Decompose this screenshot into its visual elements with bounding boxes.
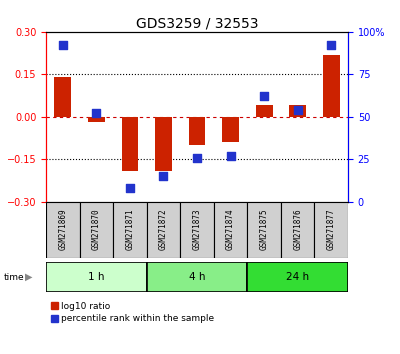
Point [227,153,234,159]
Bar [314,202,348,258]
Point [294,107,301,113]
Legend: log10 ratio, percentile rank within the sample: log10 ratio, percentile rank within the … [50,302,214,324]
Text: GSM271870: GSM271870 [92,208,101,250]
Bar [189,117,205,145]
Bar [256,105,272,117]
Text: GSM271876: GSM271876 [293,208,302,250]
Bar [214,202,247,258]
Bar [247,262,348,292]
Bar [54,77,71,117]
Bar [122,117,138,171]
Text: GSM271874: GSM271874 [226,208,235,250]
Text: time: time [4,273,25,281]
Point [194,155,200,160]
Bar [247,202,281,258]
Point [160,173,167,179]
Text: 4 h: 4 h [189,272,205,282]
Bar [147,202,180,258]
Text: GSM271869: GSM271869 [58,208,67,250]
Text: 24 h: 24 h [286,272,309,282]
Point [127,185,133,191]
Title: GDS3259 / 32553: GDS3259 / 32553 [136,17,258,31]
Bar [281,202,314,258]
Text: GSM271872: GSM271872 [159,208,168,250]
Bar [155,117,172,171]
Point [328,42,334,48]
Text: ▶: ▶ [25,272,32,282]
Text: GSM271877: GSM271877 [327,208,336,250]
Bar [289,105,306,117]
Bar [113,202,147,258]
Bar [46,202,80,258]
Bar [222,117,239,142]
Text: GSM271873: GSM271873 [192,208,202,250]
Bar [88,117,105,122]
Text: GSM271871: GSM271871 [125,208,134,250]
Point [93,110,100,116]
Text: 1 h: 1 h [88,272,104,282]
Bar [80,202,113,258]
Bar [180,202,214,258]
Bar [46,262,147,292]
Bar [323,55,340,117]
Bar [147,262,247,292]
Text: GSM271875: GSM271875 [260,208,269,250]
Point [60,42,66,48]
Point [261,93,267,99]
